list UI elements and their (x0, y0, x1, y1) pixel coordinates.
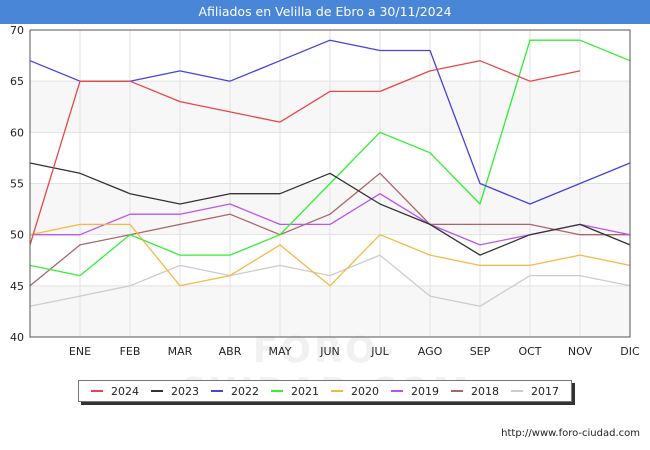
x-tick-label: FEB (120, 345, 141, 358)
legend-label: 2019 (411, 384, 439, 398)
legend-item-2021: 2021 (271, 385, 319, 398)
y-tick-label: 40 (10, 331, 24, 344)
series-line-2024 (29, 60, 581, 246)
x-tick-label: AGO (418, 345, 443, 358)
y-tick-label: 70 (10, 24, 24, 37)
y-tick-label: 65 (10, 75, 24, 88)
legend-label: 2022 (231, 384, 259, 398)
series-line-2020 (29, 223, 631, 287)
legend: 2024 2023 2022 2021 2020 2019 2018 2017 (78, 380, 572, 402)
legend-swatch (91, 390, 103, 392)
x-tick-label: ABR (219, 345, 242, 358)
x-tick-label: JUN (319, 345, 340, 358)
legend-label: 2023 (171, 384, 199, 398)
x-tick-label: MAR (168, 345, 193, 358)
x-tick-label: NOV (568, 345, 593, 358)
y-axis-ticks: 40 45 50 55 60 65 70 (10, 24, 24, 344)
x-tick-label: SEP (470, 345, 491, 358)
legend-item-2022: 2022 (211, 385, 259, 398)
x-tick-label: DIC (620, 345, 640, 358)
legend-swatch (151, 390, 163, 392)
legend-item-2017: 2017 (511, 385, 559, 398)
legend-swatch (511, 390, 523, 392)
series-line-2021 (29, 39, 631, 277)
footer-url: http://www.foro-ciudad.com (501, 428, 640, 439)
legend-item-2023: 2023 (151, 385, 199, 398)
legend-swatch (451, 390, 463, 392)
chart-title: Afiliados en Velilla de Ebro a 30/11/202… (0, 0, 650, 24)
y-tick-label: 45 (10, 280, 24, 293)
legend-swatch (211, 390, 223, 392)
x-axis-ticks: ENE FEB MAR ABR MAY JUN JUL AGO SEP OCT NOV DIC (69, 345, 640, 358)
series-line-2023 (29, 162, 631, 256)
series-line-2017 (29, 254, 631, 307)
x-tick-label: ENE (69, 345, 91, 358)
x-tick-label: JUL (370, 345, 389, 358)
watermark: FORO-CIUDAD.COM (178, 330, 468, 412)
x-tick-label: MAY (269, 345, 292, 358)
x-tick-label: OCT (518, 345, 541, 358)
legend-label: 2020 (351, 384, 379, 398)
y-tick-label: 55 (10, 178, 24, 191)
legend-label: 2021 (291, 384, 319, 398)
legend-item-2018: 2018 (451, 385, 499, 398)
plot-frame (29, 29, 631, 338)
legend-swatch (271, 390, 283, 392)
legend-item-2019: 2019 (391, 385, 439, 398)
y-tick-label: 50 (10, 229, 24, 242)
legend-swatch (331, 390, 343, 392)
legend-item-2024: 2024 (91, 385, 139, 398)
legend-label: 2024 (111, 384, 139, 398)
series-lines (29, 39, 631, 307)
legend-label: 2018 (471, 384, 499, 398)
y-tick-label: 60 (10, 126, 24, 139)
legend-label: 2017 (531, 384, 559, 398)
legend-swatch (391, 390, 403, 392)
legend-item-2020: 2020 (331, 385, 379, 398)
